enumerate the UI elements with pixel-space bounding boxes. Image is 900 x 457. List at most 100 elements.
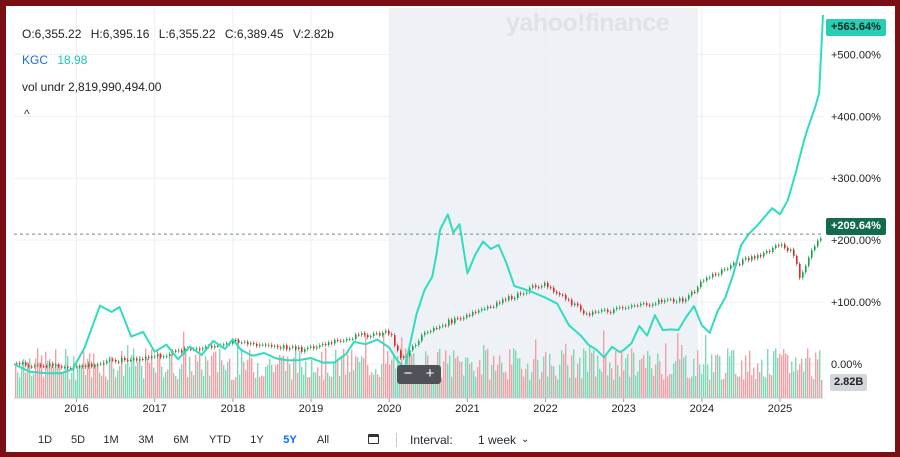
volume-bar <box>155 372 157 398</box>
volume-bar <box>469 363 471 398</box>
index-candle <box>685 299 687 302</box>
volume-bar <box>589 346 591 398</box>
volume-bar <box>119 365 121 398</box>
volume-bar <box>141 365 143 398</box>
index-candle <box>454 318 456 324</box>
volume-bar <box>135 365 137 398</box>
index-candle <box>796 255 798 264</box>
volume-bar <box>747 371 749 398</box>
index-candle <box>40 364 42 367</box>
volume-bar <box>531 372 533 398</box>
volume-bar <box>219 348 221 398</box>
range-toolbar: 1D 5D 1M 3M 6M YTD 1Y 5Y All Interval: 1… <box>0 429 900 451</box>
index-candle <box>349 339 351 341</box>
volume-bar <box>653 375 655 398</box>
volume-bar <box>211 355 213 398</box>
range-1m-button[interactable]: 1M <box>103 434 119 446</box>
range-5y-button[interactable]: 5Y <box>283 434 297 446</box>
range-all-button[interactable]: All <box>316 434 330 446</box>
calendar-icon[interactable] <box>368 434 379 444</box>
volume-bar <box>371 372 373 398</box>
index-candle <box>424 332 426 335</box>
volume-bar <box>519 358 521 398</box>
volume-bar <box>551 365 553 398</box>
range-6m-button[interactable]: 6M <box>173 434 189 446</box>
index-candle <box>601 310 603 312</box>
volume-bar <box>581 378 583 398</box>
volume-bar <box>327 372 329 398</box>
volume-bar <box>171 351 173 398</box>
zoom-control: − + <box>397 365 441 384</box>
volume-bar <box>803 371 805 398</box>
index-candle <box>364 333 366 336</box>
volume-bar <box>631 348 633 398</box>
index-candle <box>409 350 411 357</box>
volume-bar <box>717 354 719 398</box>
index-candle <box>724 269 726 271</box>
range-3m-button[interactable]: 3M <box>138 434 154 446</box>
volume-bar <box>507 379 509 398</box>
volume-bar <box>633 352 635 398</box>
volume-bar <box>597 355 599 398</box>
zoom-out-button[interactable]: − <box>403 365 413 382</box>
highlight-region <box>389 8 698 398</box>
volume-bar <box>625 358 627 398</box>
index-candle <box>760 254 762 257</box>
range-1d-button[interactable]: 1D <box>37 434 53 446</box>
volume-bar <box>819 350 821 398</box>
index-candle <box>346 339 348 341</box>
volume-bar <box>271 365 273 398</box>
index-candle <box>52 363 54 367</box>
volume-bar <box>131 354 133 398</box>
volume-bar <box>779 353 781 398</box>
compare-symbol[interactable]: KGC <box>22 53 49 67</box>
chevron-up-icon[interactable]: ^ <box>24 107 30 121</box>
index-candle <box>595 311 597 313</box>
volume-bar <box>79 365 81 398</box>
volume-bar <box>63 371 65 398</box>
volume-bar <box>763 376 765 398</box>
range-1y-button[interactable]: 1Y <box>250 434 264 446</box>
volume-bar <box>149 363 151 398</box>
volume-bar <box>491 364 493 398</box>
range-5d-button[interactable]: 5D <box>70 434 86 446</box>
y-tick-label: +400.00% <box>831 111 881 123</box>
volume-bar <box>357 357 359 398</box>
volume-bar <box>193 374 195 398</box>
volume-bar <box>811 376 813 398</box>
index-candle <box>190 349 192 351</box>
chevron-down-icon[interactable]: ⌄ <box>521 434 530 445</box>
volume-bar <box>757 363 759 398</box>
index-candle <box>232 339 234 344</box>
volume-bar <box>263 376 265 398</box>
zoom-in-button[interactable]: + <box>425 365 435 382</box>
volume-bar <box>485 350 487 398</box>
index-candle <box>667 299 669 301</box>
x-tick-label: 2017 <box>142 403 166 415</box>
compare-value: 18.98 <box>57 53 88 67</box>
volume-bar <box>697 350 699 398</box>
compare-legend[interactable]: KGC 18.98 <box>22 53 87 67</box>
range-ytd-button[interactable]: YTD <box>209 434 231 446</box>
index-candle <box>742 259 744 265</box>
index-candle <box>463 317 465 320</box>
volume-bar <box>213 352 215 398</box>
index-candle <box>502 299 504 304</box>
volume-bar <box>555 375 557 398</box>
index-candle <box>28 365 30 367</box>
volume-bar <box>787 355 789 398</box>
volume-bar <box>309 377 311 398</box>
volume-bar <box>291 379 293 398</box>
volume-bar <box>393 354 395 398</box>
volume-bar <box>251 358 253 398</box>
volume-bar <box>157 350 159 398</box>
index-candle <box>226 343 228 345</box>
index-candle <box>451 319 453 324</box>
index-candle <box>178 350 180 352</box>
index-candle <box>472 311 474 316</box>
volume-bar <box>81 364 83 398</box>
interval-select[interactable]: 1 week <box>478 433 517 447</box>
index-candle <box>457 318 459 320</box>
index-candle <box>397 345 399 351</box>
